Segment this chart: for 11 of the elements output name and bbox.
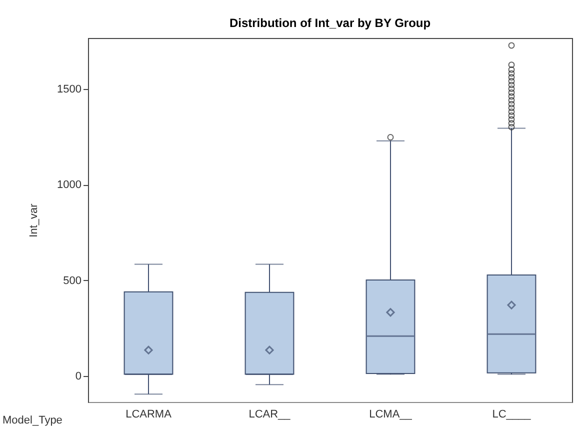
y-tick-label: 0	[75, 370, 82, 383]
x-tick-label: LCMA__	[369, 408, 413, 420]
y-tick-label: 1000	[57, 179, 82, 192]
x-tick-label: LCARMA	[126, 408, 172, 420]
x-axis-title: Model_Type	[2, 414, 62, 426]
x-tick-label: LC____	[492, 408, 532, 420]
y-tick-label: 500	[63, 274, 82, 287]
y-axis-title: Int_var	[28, 203, 40, 238]
chart-title: Distribution of Int_var by BY Group	[229, 16, 431, 30]
x-tick-label: LCAR__	[248, 408, 292, 420]
y-tick-label: 1500	[57, 83, 82, 96]
